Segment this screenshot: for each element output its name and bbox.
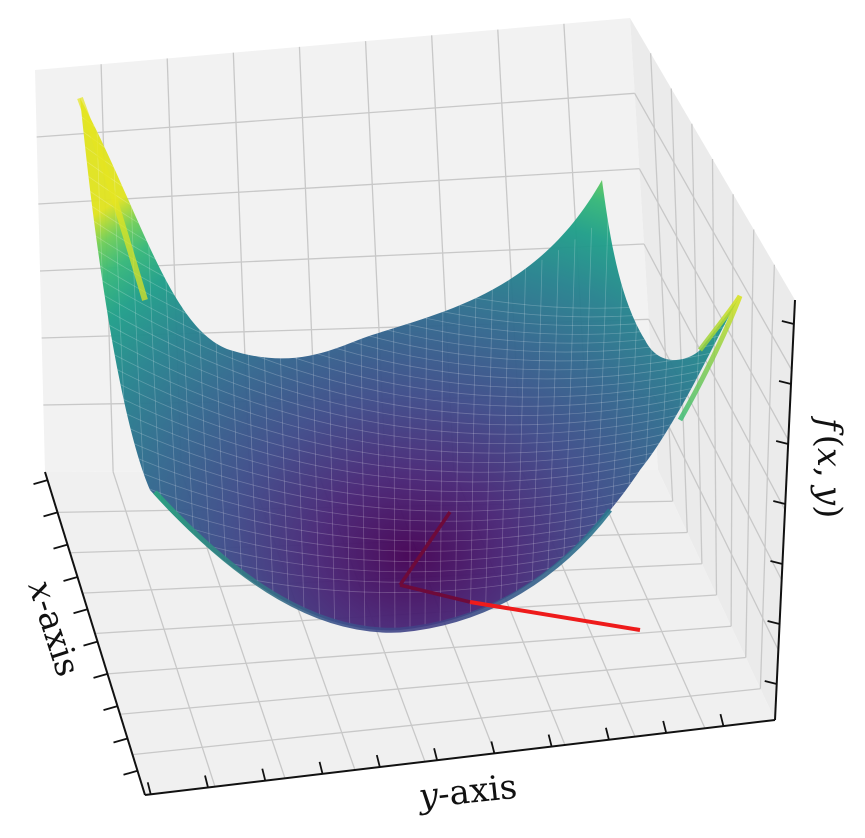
surface-mesh-line: [80, 267, 740, 416]
surface-mesh-line: [469, 288, 477, 631]
surface-front-rim: [153, 490, 612, 633]
surface-mesh-line: [80, 309, 740, 445]
dark-vector-horizontal: [399, 583, 471, 604]
surface-mesh-line: [80, 295, 740, 435]
floor-grid-line: [119, 656, 746, 715]
x-axis-tick: [83, 640, 98, 647]
z-axis-tick: [781, 320, 795, 325]
axis-lines: [44, 299, 796, 796]
axis-ticks: [33, 320, 795, 795]
z-axis-label: f(x,y): [809, 415, 849, 518]
z-axis-tick: [764, 680, 777, 685]
surface-mesh-line: [80, 253, 740, 407]
y-axis-tick: [547, 734, 553, 747]
back-grid-horizontal: [36, 92, 635, 138]
x-axis-line: [44, 471, 146, 796]
z-axis-tick: [775, 440, 789, 445]
right-grid-horizontal: [634, 93, 793, 371]
red-vector: [469, 600, 641, 632]
surface-mesh-line: [80, 225, 740, 389]
right-pane: [630, 18, 795, 720]
surface-mesh-line: [80, 281, 740, 426]
right-grid-horizontal: [652, 394, 779, 651]
surface-body: [80, 98, 740, 631]
x-axis-tick: [73, 608, 88, 615]
x-axis-tick: [53, 543, 68, 550]
x-axis-tick: [103, 705, 118, 712]
right-grid-horizontal: [643, 243, 786, 511]
y-axis-tick: [146, 782, 152, 795]
z-axis-tick: [770, 560, 783, 565]
x-axis-tick: [33, 479, 48, 485]
x-axis-tick: [63, 576, 78, 582]
surface-right-rim: [677, 294, 743, 422]
surface-left-edge: [77, 96, 148, 301]
y-axis-label: y-axis: [415, 767, 519, 817]
y-axis-tick: [662, 720, 668, 734]
z-axis-tick: [773, 500, 786, 505]
z-axis-tick: [767, 620, 780, 625]
surface-mesh-line: [439, 295, 444, 631]
y-axis-tick: [375, 754, 381, 768]
surface-mesh-line: [484, 282, 493, 631]
y-axis-tick: [261, 768, 267, 781]
floor-grid-line: [107, 625, 732, 675]
surface-mesh-line: [80, 337, 740, 464]
surface-mesh-line: [80, 323, 740, 454]
x-axis-tick: [43, 511, 58, 518]
back-grid-horizontal: [38, 168, 640, 205]
floor-grid-line: [132, 688, 761, 756]
x-axis-tick: [113, 737, 128, 744]
z-axis-line: [774, 299, 796, 721]
surface-mesh-line: [393, 297, 396, 631]
surface-mesh-line: [424, 297, 427, 631]
surface-plot: [77, 96, 743, 633]
surface-mesh-line: [80, 239, 740, 398]
y-axis-tick: [204, 775, 209, 788]
surface-mesh-line: [80, 211, 740, 380]
y-axis-line: [144, 719, 776, 796]
x-axis-tick: [93, 673, 108, 679]
surface-mesh-line: [514, 268, 526, 631]
surface-mesh-line: [454, 292, 460, 631]
y-axis-tick: [318, 761, 324, 775]
y-axis-tick: [719, 713, 725, 727]
y-axis-tick: [605, 727, 610, 740]
dark-vector: [398, 511, 452, 586]
x-axis-label: x-axis: [19, 575, 87, 681]
right-grid-horizontal: [638, 168, 789, 441]
y-axis-tick: [490, 741, 496, 754]
gradient-vectors: [398, 511, 641, 632]
x-axis-tick: [123, 769, 138, 776]
y-axis-tick: [433, 748, 438, 761]
z-axis-tick: [778, 380, 792, 385]
